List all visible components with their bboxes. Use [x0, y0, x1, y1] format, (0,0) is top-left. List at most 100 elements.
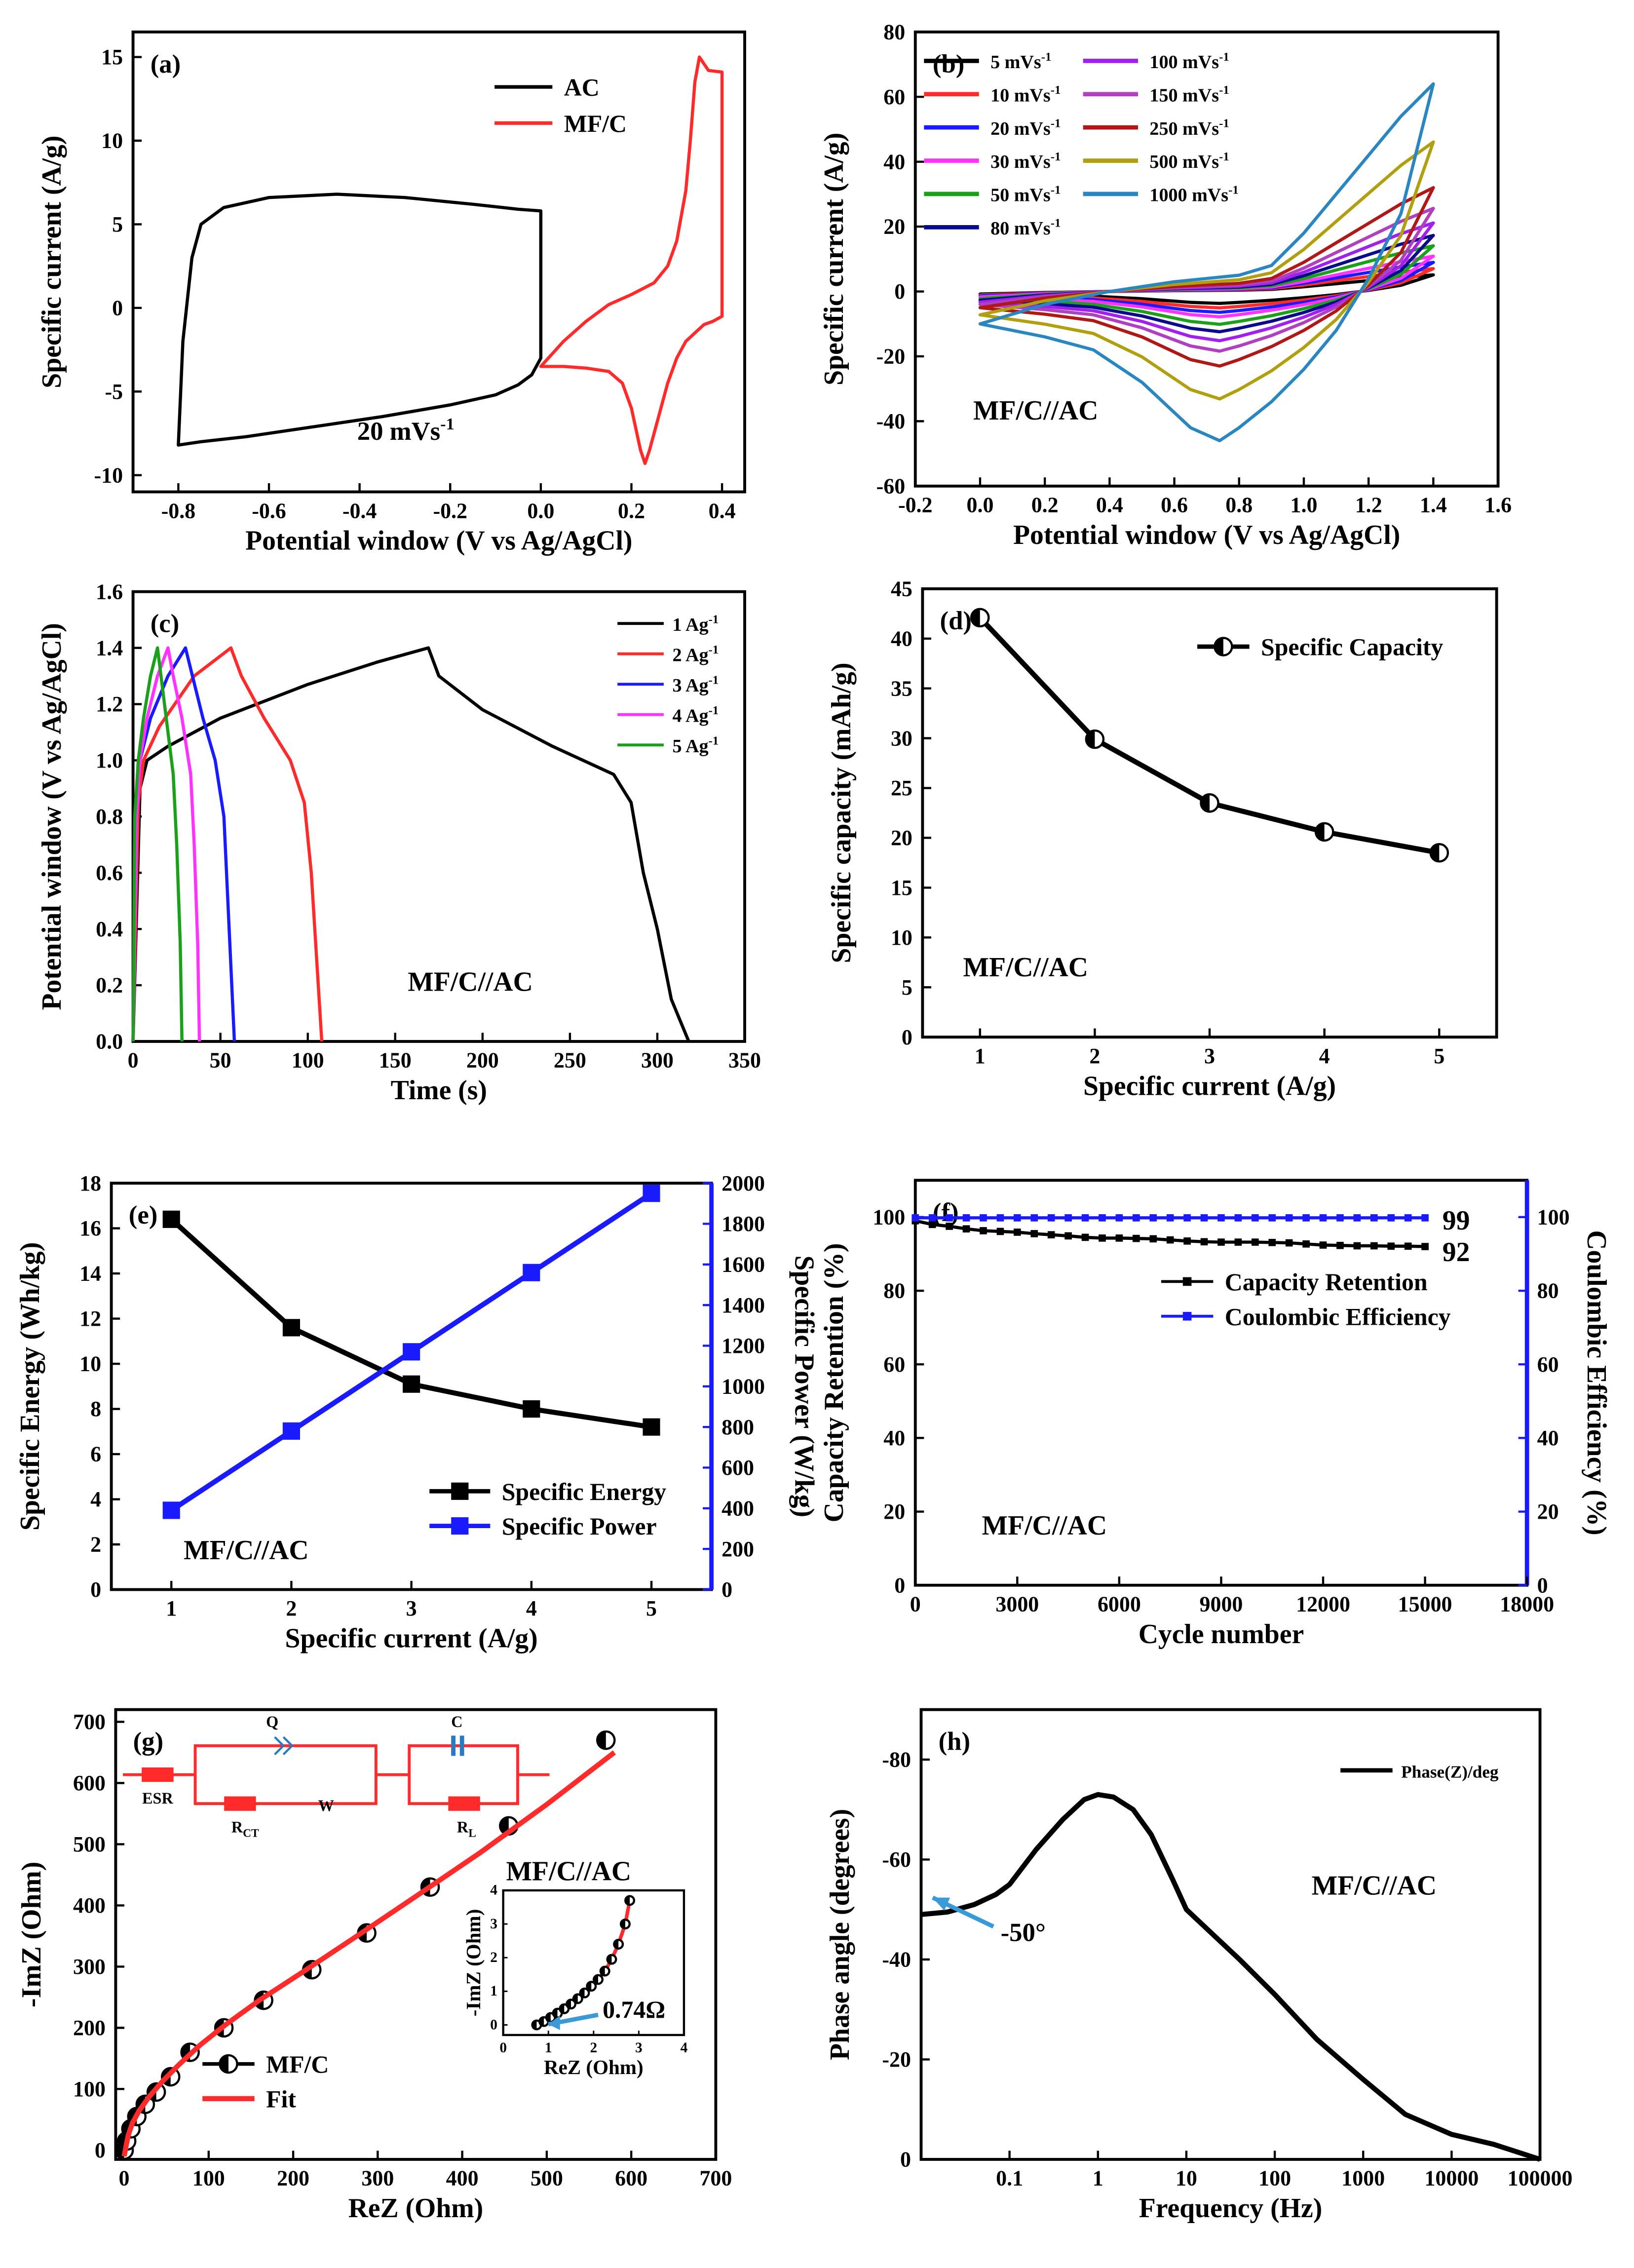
legend-label-a: MF/C — [564, 110, 627, 137]
inset-x-label: ReZ (Ohm) — [544, 2056, 644, 2078]
data-point-g — [596, 1730, 616, 1750]
y2-tick-label-f: 100 — [1537, 1205, 1570, 1229]
data-point-f — [1370, 1214, 1378, 1222]
data-point-e — [403, 1375, 420, 1393]
y-tick-label-e: 18 — [79, 1171, 101, 1195]
inset-y-tick-label: 1 — [490, 1983, 497, 1999]
y-tick-label-b: 80 — [883, 20, 905, 44]
legend-marker-f — [1182, 1277, 1192, 1286]
data-point-f — [996, 1214, 1004, 1222]
x-axis-label-b: Potential window (V vs Ag/AgCl) — [1013, 520, 1400, 550]
data-point-f — [1183, 1214, 1191, 1222]
legend-label-b: 250 mVs-1 — [1149, 117, 1229, 139]
y-axis-label-c: Potential window (V vs Ag/AgCl) — [37, 623, 67, 1010]
data-point-f — [1013, 1229, 1021, 1236]
x-tick-label-f: 9000 — [1200, 1592, 1243, 1616]
x-tick-label-d: 4 — [1319, 1044, 1330, 1068]
y2-tick-label-e: 600 — [722, 1456, 754, 1480]
data-point-f — [1336, 1241, 1344, 1249]
y-tick-label-a: -5 — [105, 380, 123, 404]
legend-label-b: 150 mVs-1 — [1149, 83, 1229, 106]
x-tick-label-e: 1 — [166, 1596, 177, 1620]
y-tick-label-e: 12 — [79, 1307, 101, 1331]
inset-data-point-fill — [614, 1940, 619, 1949]
inset-data-point-fill — [567, 1999, 571, 2009]
legend-marker-d — [1214, 637, 1233, 656]
y2-axis-label-f: Coulombic Efficiency (%) — [1581, 1230, 1612, 1535]
y2-tick-label-e: 1400 — [722, 1293, 765, 1317]
x-tick-label-a: 0.0 — [527, 499, 554, 523]
x-tick-label-c: 200 — [466, 1048, 499, 1073]
y-tick-label-a: 0 — [112, 296, 123, 320]
x-tick-label-g: 200 — [277, 2166, 309, 2191]
panel-label-g: (g) — [133, 1728, 164, 1756]
y-tick-label-h: -60 — [882, 1847, 911, 1872]
inset-arrow-head — [548, 2015, 560, 2030]
data-point-f — [1387, 1214, 1395, 1222]
data-point-e — [162, 1210, 180, 1228]
x-tick-label-h: 100 — [1258, 2166, 1291, 2191]
circuit-label-w: W — [318, 1797, 334, 1814]
data-point-d — [1200, 793, 1219, 813]
y2-axis-label-e: Specific Power (W/kg) — [789, 1255, 820, 1517]
legend-label-b: 5 mVs-1 — [990, 50, 1051, 73]
panel-g: 0 100 200 300 400 500 600 700010020030040050060… — [16, 1708, 732, 2224]
y-tick-label-a: 5 — [112, 212, 123, 236]
y-tick-label-c: 0.0 — [96, 1030, 123, 1054]
x-tick-label-c: 300 — [641, 1048, 674, 1073]
data-point-g-fill — [597, 1731, 606, 1749]
y-tick-label-b: -40 — [876, 409, 906, 433]
x-tick-label-f: 6000 — [1098, 1592, 1141, 1616]
y-tick-label-g: 500 — [73, 1832, 106, 1856]
y-tick-label-d: 35 — [891, 676, 912, 700]
inset-x-tick-label: 0 — [499, 2040, 507, 2056]
inset-data-point — [592, 1974, 604, 1985]
equivalent-circuit: ESR Q RCT W C RL — [123, 1713, 550, 1840]
legend-label-b: 80 mVs-1 — [990, 217, 1061, 239]
x-tick-label-c: 250 — [554, 1048, 586, 1073]
data-point-d-fill — [1316, 823, 1325, 841]
data-point-d-fill — [1430, 844, 1440, 862]
x-tick-label-e: 4 — [526, 1596, 537, 1620]
series-line-b-250 mVs-1 — [978, 186, 1435, 368]
panel-label-e: (e) — [129, 1201, 158, 1230]
x-tick-label-e: 5 — [646, 1596, 657, 1620]
y2-tick-label-e: 200 — [722, 1537, 754, 1561]
data-point-f — [1251, 1214, 1259, 1222]
inset-x-tick-label: 4 — [681, 2040, 688, 2056]
panel-label-f: (f) — [933, 1198, 959, 1227]
series-line-a-MF/C — [539, 55, 724, 465]
panel-c: 0 50 100 150 200 250 300 350 0.0 0.2 0.4 0.6 0.8 1.0 1… — [37, 579, 761, 1106]
legend-label-c: 2 Ag-1 — [672, 643, 719, 665]
series-line-c-4 Ag-1 — [131, 646, 201, 1042]
panel-e: 1 2 3 4 502468101214161802004006008001000120… — [15, 1171, 819, 1654]
inset-data-point-fill — [607, 1955, 612, 1964]
x-tick-label-f: 15000 — [1398, 1592, 1452, 1616]
circuit-label-esr: ESR — [142, 1789, 173, 1807]
y-axis-label-e: Specific Energy (Wh/kg) — [15, 1242, 45, 1531]
x-tick-label-h: 1 — [1093, 2166, 1103, 2191]
data-point-e — [643, 1185, 660, 1202]
y-tick-label-d: 15 — [891, 876, 912, 900]
data-point-f — [1081, 1233, 1089, 1241]
legend-label-b: 10 mVs-1 — [990, 83, 1061, 106]
inset-data-point — [619, 1919, 631, 1930]
x-tick-label-g: 300 — [361, 2166, 394, 2191]
x-tick-label-c: 150 — [379, 1048, 412, 1073]
y-tick-label-a: -10 — [94, 463, 123, 487]
y-tick-label-b: -60 — [876, 474, 906, 498]
inset-g: 0 1 2 3 4 0 1 2 3 4 ReZ (Ohm) -ImZ (Ohm) 0.74Ω — [462, 1883, 688, 2078]
data-point-f — [1149, 1214, 1157, 1222]
legend-label-c: 3 Ag-1 — [672, 674, 719, 696]
plot-frame-a — [131, 30, 746, 494]
data-point-e — [162, 1501, 180, 1519]
data-point-f — [980, 1214, 987, 1222]
data-point-f — [1200, 1214, 1208, 1222]
data-point-d-fill — [971, 609, 980, 626]
data-point-f — [1099, 1214, 1106, 1222]
x-tick-label-b: -0.2 — [898, 493, 933, 517]
data-point-f — [1370, 1242, 1378, 1250]
y-tick-label-c: 0.2 — [96, 973, 123, 998]
inset-data-point-fill — [580, 1988, 585, 1998]
legend-label-b: 50 mVs-1 — [990, 183, 1061, 205]
